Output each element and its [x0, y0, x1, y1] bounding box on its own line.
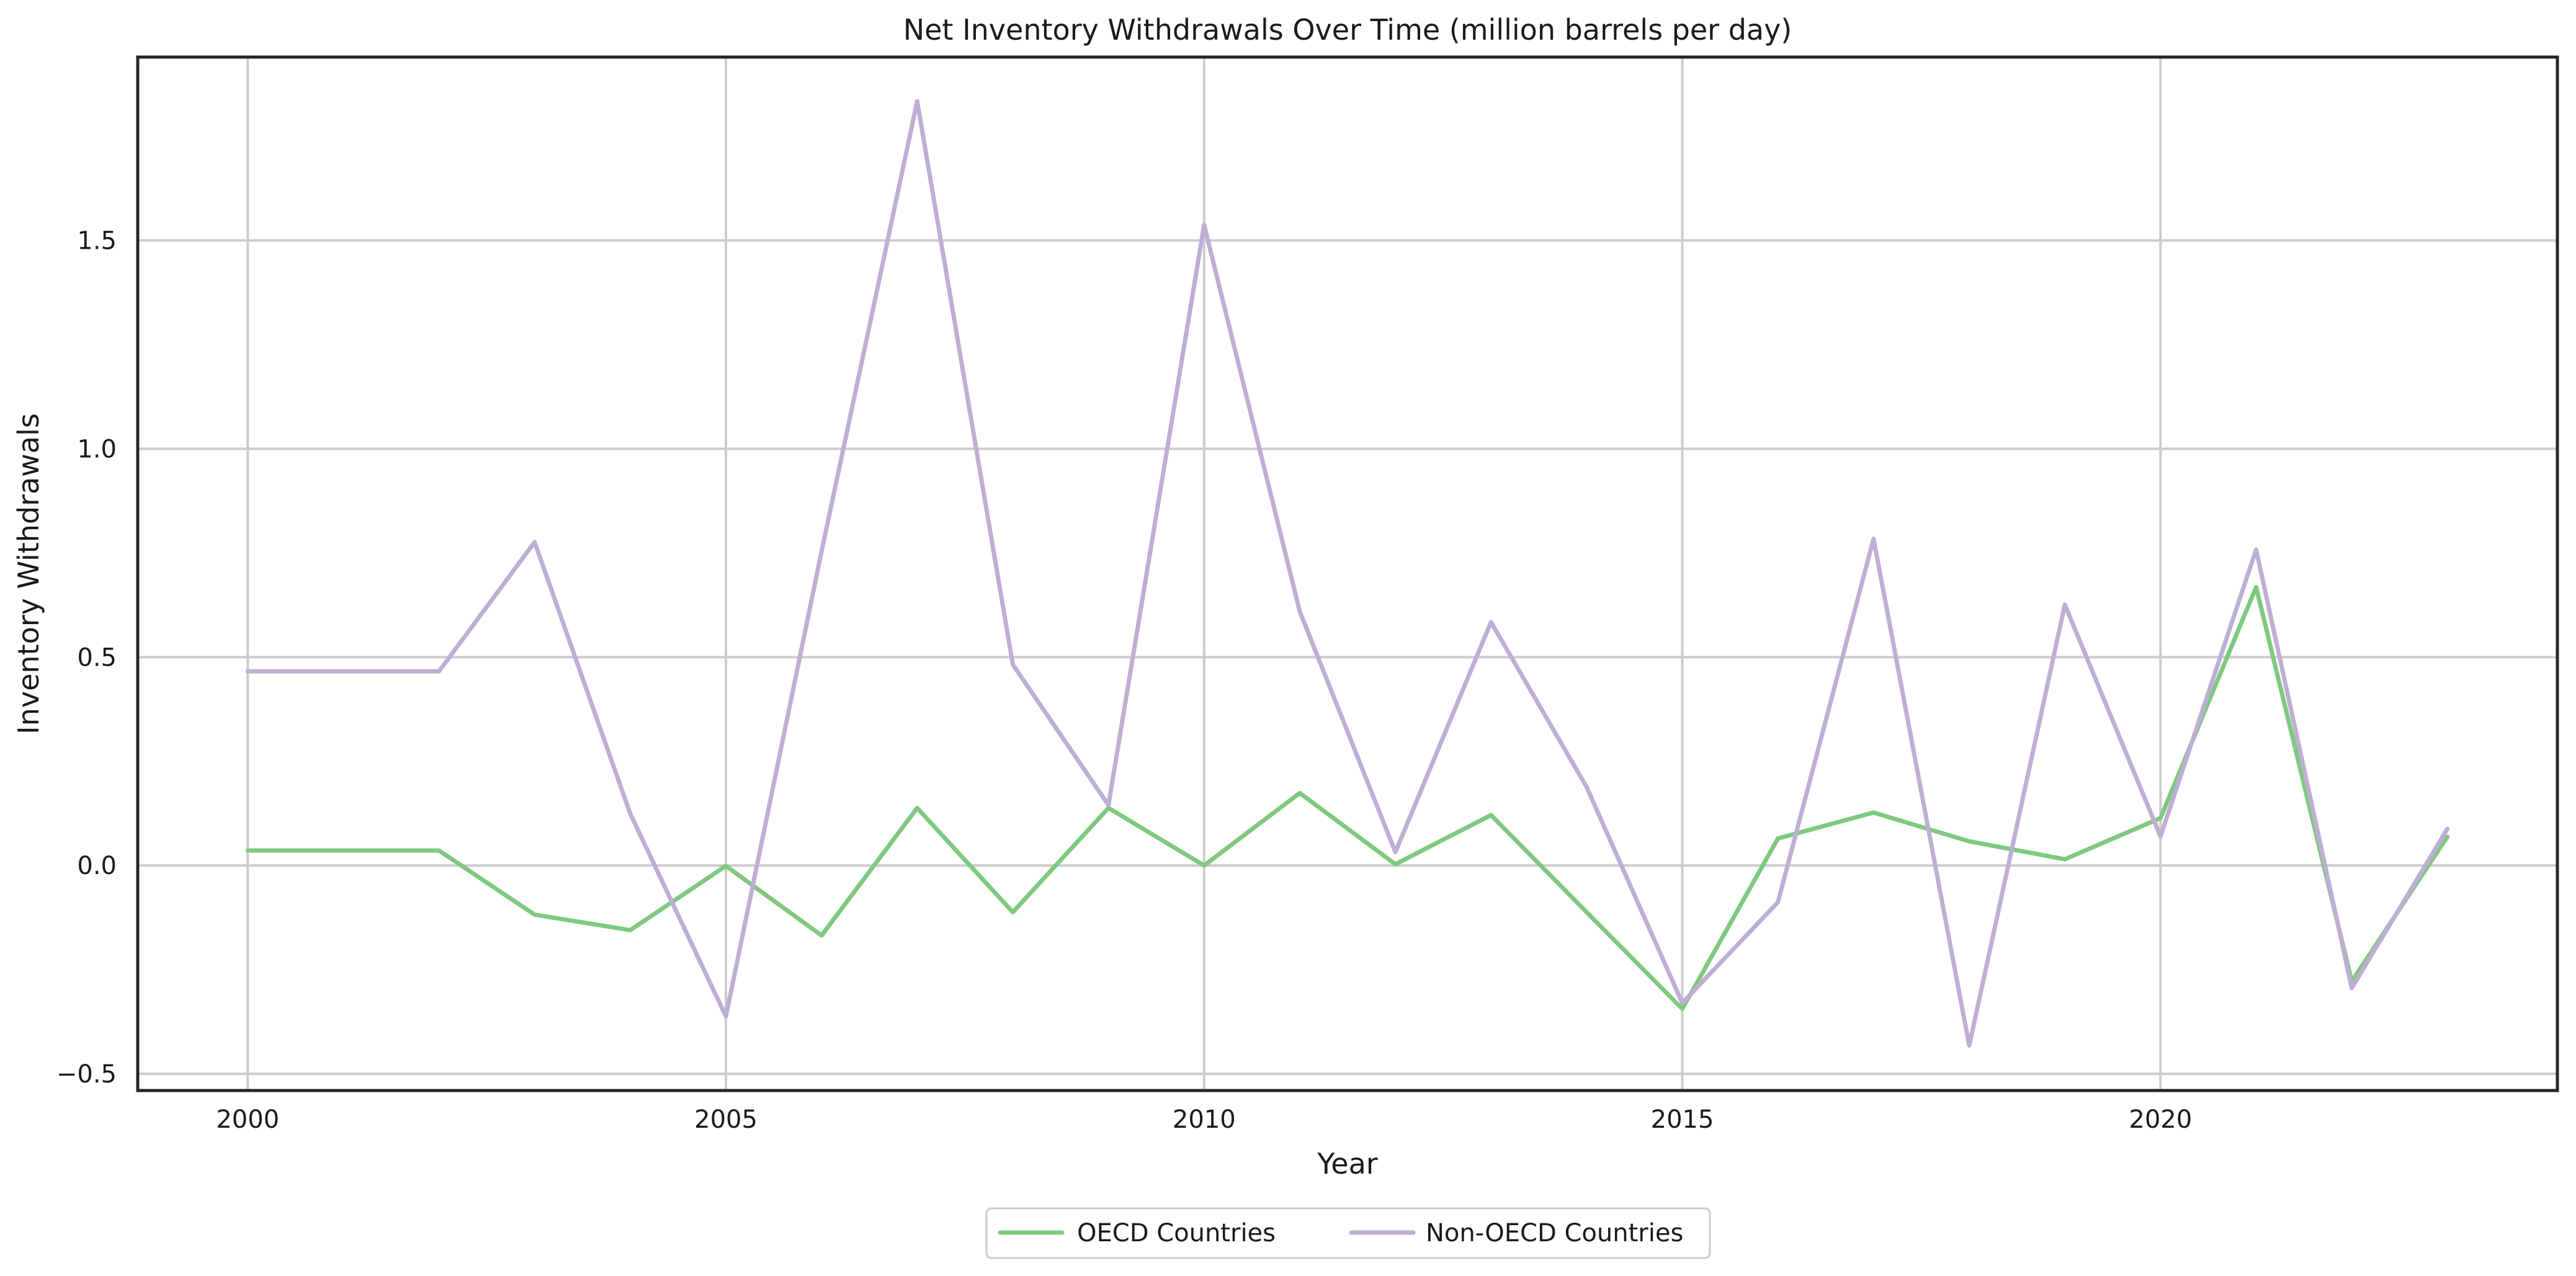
- y-tick-label: 1.0: [77, 435, 117, 463]
- y-tick-label: 1.5: [77, 227, 117, 256]
- x-axis-label: Year: [1317, 1147, 1377, 1180]
- legend: OECD Countries Non-OECD Countries: [986, 1208, 1710, 1258]
- chart-title: Net Inventory Withdrawals Over Time (mil…: [903, 13, 1792, 47]
- x-tick-label: 2010: [1173, 1105, 1236, 1134]
- x-tick-label: 2015: [1651, 1105, 1714, 1134]
- y-tick-label: −0.5: [56, 1060, 117, 1089]
- y-tick-label: 0.5: [77, 643, 117, 672]
- x-tick-label: 2005: [694, 1105, 758, 1134]
- legend-label-non-oecd: Non-OECD Countries: [1426, 1219, 1683, 1247]
- y-tick-label: 0.0: [77, 852, 117, 880]
- x-tick-label: 2020: [2129, 1105, 2192, 1134]
- y-axis-label: Inventory Withdrawals: [12, 413, 45, 734]
- legend-label-oecd: OECD Countries: [1077, 1219, 1276, 1247]
- x-tick-label: 2000: [216, 1105, 279, 1134]
